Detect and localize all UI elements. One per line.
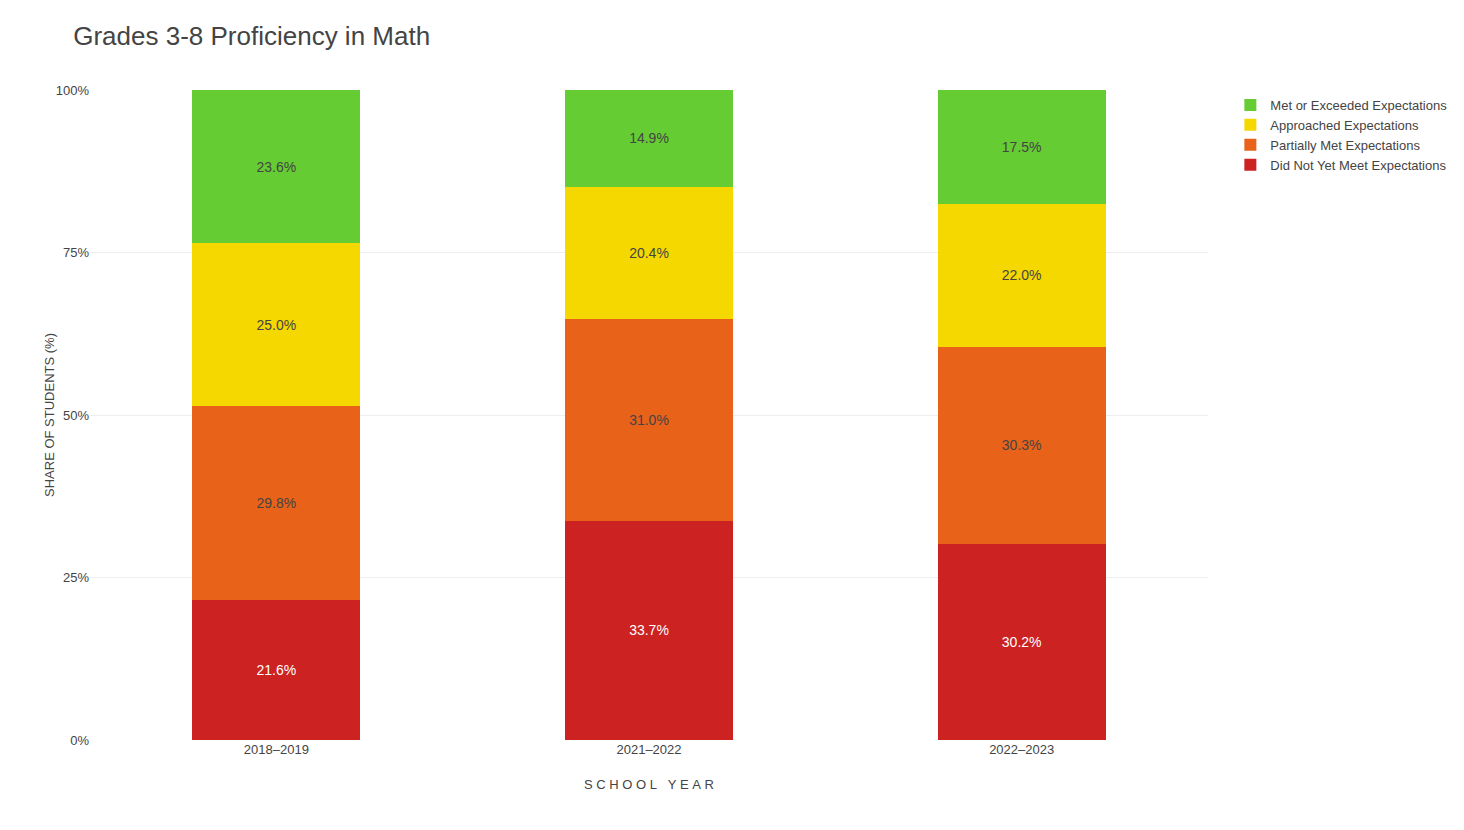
svg-text:17.5%: 17.5% bbox=[1002, 139, 1042, 155]
svg-text:Grades 3-8 Proficiency in Math: Grades 3-8 Proficiency in Math bbox=[73, 21, 430, 51]
svg-text:0%: 0% bbox=[70, 733, 89, 748]
svg-text:2018–2019: 2018–2019 bbox=[244, 742, 309, 757]
svg-text:20.4%: 20.4% bbox=[629, 245, 669, 261]
svg-text:Approached Expectations: Approached Expectations bbox=[1270, 118, 1419, 133]
svg-text:22.0%: 22.0% bbox=[1002, 267, 1042, 283]
svg-text:75%: 75% bbox=[63, 245, 89, 260]
svg-text:31.0%: 31.0% bbox=[629, 412, 669, 428]
svg-text:21.6%: 21.6% bbox=[256, 662, 296, 678]
svg-text:30.2%: 30.2% bbox=[1002, 634, 1042, 650]
svg-text:33.7%: 33.7% bbox=[629, 622, 669, 638]
svg-text:50%: 50% bbox=[63, 408, 89, 423]
svg-text:100%: 100% bbox=[56, 83, 90, 98]
svg-text:23.6%: 23.6% bbox=[256, 159, 296, 175]
svg-text:30.3%: 30.3% bbox=[1002, 437, 1042, 453]
svg-text:2022–2023: 2022–2023 bbox=[989, 742, 1054, 757]
svg-text:Did Not Yet Meet Expectations: Did Not Yet Meet Expectations bbox=[1270, 158, 1446, 173]
svg-text:2021–2022: 2021–2022 bbox=[616, 742, 681, 757]
svg-text:S C H O O L Y E A R: S C H O O L Y E A R bbox=[584, 777, 714, 792]
svg-text:Met or Exceeded Expectations: Met or Exceeded Expectations bbox=[1270, 98, 1447, 113]
svg-text:SHARE OF STUDENTS (%): SHARE OF STUDENTS (%) bbox=[42, 333, 57, 497]
svg-text:25%: 25% bbox=[63, 570, 89, 585]
svg-text:14.9%: 14.9% bbox=[629, 130, 669, 146]
svg-text:Partially Met Expectations: Partially Met Expectations bbox=[1270, 138, 1420, 153]
svg-text:29.8%: 29.8% bbox=[256, 495, 296, 511]
svg-text:25.0%: 25.0% bbox=[256, 317, 296, 333]
